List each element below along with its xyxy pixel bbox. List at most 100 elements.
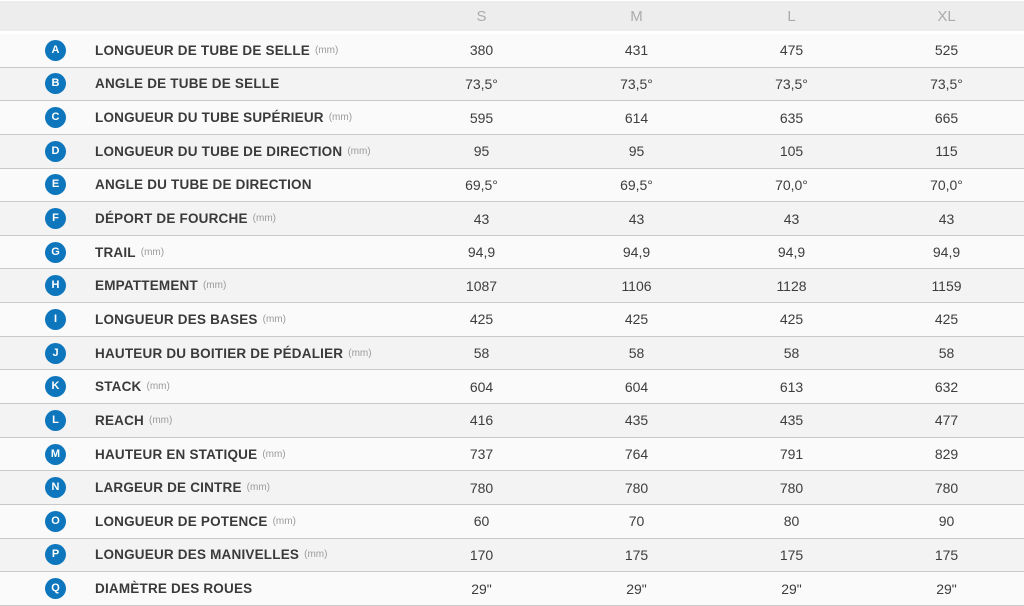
row-unit: (mm) — [262, 448, 286, 460]
value-cell-s: 29" — [471, 580, 492, 597]
value-cell-m: 70 — [628, 513, 645, 530]
value-cell-l: 105 — [779, 143, 804, 160]
row-letter-badge: O — [45, 510, 66, 532]
value-cell-s: 425 — [469, 311, 494, 328]
value-cell-m: 431 — [624, 42, 649, 59]
value-cell-m: 175 — [624, 546, 649, 563]
value-cell-l: 635 — [779, 109, 804, 126]
value-cell-l: 70,0° — [775, 176, 808, 193]
value-cell-l: 425 — [779, 311, 804, 328]
table-row: Q DIAMÈTRE DES ROUES 29" 29" 29" 29" — [0, 572, 1024, 606]
row-letter-badge: N — [45, 477, 66, 499]
value-cell-s: 780 — [469, 479, 494, 496]
value-cell-l: 780 — [779, 479, 804, 496]
table-row: L REACH (mm) 416 435 435 477 — [0, 404, 1024, 438]
row-label-cell: B ANGLE DE TUBE DE SELLE — [0, 73, 404, 95]
row-label: LONGUEUR DE TUBE DE SELLE — [95, 42, 311, 58]
value-cell-xl: 29" — [936, 580, 957, 597]
value-cell-xl: 115 — [935, 143, 958, 160]
row-letter: J — [52, 346, 59, 359]
row-letter: E — [51, 178, 60, 191]
table-row: J HAUTEUR DU BOITIER DE PÉDALIER (mm) 58… — [0, 336, 1024, 371]
value-cell-s: 604 — [469, 378, 494, 395]
row-label-cell: O LONGUEUR DE POTENCE (mm) — [0, 510, 404, 532]
row-unit: (mm) — [347, 145, 371, 157]
value-cell-l: 43 — [783, 210, 800, 227]
value-cell-xl: 477 — [934, 412, 959, 429]
row-letter: C — [51, 111, 60, 124]
value-cell-xl: 73,5° — [930, 75, 963, 92]
row-label: LONGUEUR DES MANIVELLES — [95, 547, 300, 563]
value-cell-l: 475 — [779, 42, 804, 59]
row-label: LONGUEUR DU TUBE DE DIRECTION — [95, 143, 343, 159]
row-letter-badge: C — [45, 107, 66, 129]
value-cell-xl: 58 — [938, 345, 955, 362]
row-label-cell: K STACK (mm) — [0, 376, 404, 398]
row-letter: F — [52, 212, 59, 225]
row-unit: (mm) — [348, 347, 372, 359]
value-cell-l: 73,5° — [775, 75, 808, 92]
value-cell-l: 58 — [783, 345, 800, 362]
value-cell-m: 95 — [628, 143, 645, 160]
value-cell-m: 780 — [624, 479, 649, 496]
row-letter-badge: D — [45, 140, 66, 162]
value-cell-m: 43 — [628, 210, 645, 227]
row-label: ANGLE DU TUBE DE DIRECTION — [95, 177, 312, 193]
value-cell-s: 380 — [469, 42, 494, 59]
value-cell-l: 791 — [779, 446, 804, 462]
row-unit: (mm) — [304, 549, 328, 561]
value-cell-m: 69,5° — [620, 176, 653, 193]
row-label: ANGLE DE TUBE DE SELLE — [95, 76, 280, 92]
row-unit: (mm) — [252, 213, 276, 225]
value-cell-s: 170 — [469, 546, 494, 563]
value-cell-xl: 175 — [934, 546, 959, 563]
value-cell-m: 614 — [624, 109, 649, 126]
table-body: A LONGUEUR DE TUBE DE SELLE (mm) 380 431… — [0, 34, 1024, 606]
value-cell-s: 737 — [469, 446, 494, 462]
value-cell-s: 595 — [469, 109, 494, 126]
row-label: LONGUEUR DES BASES — [95, 311, 258, 327]
row-label-cell: D LONGUEUR DU TUBE DE DIRECTION (mm) — [0, 140, 404, 162]
row-unit: (mm) — [272, 515, 296, 527]
row-label: TRAIL — [95, 244, 136, 260]
row-letter: Q — [51, 582, 60, 595]
row-unit: (mm) — [315, 44, 339, 56]
value-cell-s: 95 — [473, 143, 490, 160]
value-cell-xl: 425 — [934, 311, 959, 328]
value-cell-xl: 90 — [938, 513, 955, 530]
row-letter: A — [51, 43, 60, 56]
row-label-cell: E ANGLE DU TUBE DE DIRECTION — [0, 174, 404, 196]
row-letter: H — [51, 279, 60, 292]
row-label: DÉPORT DE FOURCHE — [95, 211, 248, 227]
row-letter: D — [51, 144, 60, 157]
row-letter-badge: A — [45, 39, 66, 61]
value-cell-s: 1087 — [465, 277, 498, 294]
value-cell-l: 613 — [779, 378, 804, 395]
row-label-cell: H EMPATTEMENT (mm) — [0, 275, 404, 297]
row-label-cell: C LONGUEUR DU TUBE SUPÉRIEUR (mm) — [0, 107, 404, 129]
row-letter-badge: L — [45, 409, 66, 431]
row-unit: (mm) — [246, 482, 270, 494]
row-letter-badge: I — [45, 308, 66, 330]
row-letter-badge: P — [45, 544, 66, 566]
row-unit: (mm) — [202, 280, 227, 292]
table-row: C LONGUEUR DU TUBE SUPÉRIEUR (mm) 595 61… — [0, 101, 1024, 135]
value-cell-xl: 780 — [934, 479, 959, 496]
table-row: M HAUTEUR EN STATIQUE (mm) 737 764 791 8… — [0, 437, 1024, 472]
row-letter: L — [52, 413, 59, 426]
value-cell-m: 604 — [624, 378, 649, 395]
row-letter: G — [51, 245, 60, 258]
row-letter-badge: E — [45, 174, 66, 196]
size-column-header-l: L — [787, 7, 796, 25]
row-letter-badge: G — [45, 241, 66, 263]
row-label: HAUTEUR DU BOITIER DE PÉDALIER — [95, 345, 344, 361]
row-letter: I — [53, 312, 58, 325]
table-row: F DÉPORT DE FOURCHE (mm) 43 43 43 43 — [0, 202, 1024, 236]
value-cell-s: 416 — [469, 412, 494, 429]
row-unit: (mm) — [146, 381, 170, 393]
table-row: N LARGEUR DE CINTRE (mm) 780 780 780 780 — [0, 471, 1024, 505]
value-cell-m: 435 — [624, 412, 649, 429]
value-cell-m: 94,9 — [622, 244, 651, 261]
row-letter: K — [51, 380, 60, 393]
row-label: LARGEUR DE CINTRE — [95, 480, 242, 496]
